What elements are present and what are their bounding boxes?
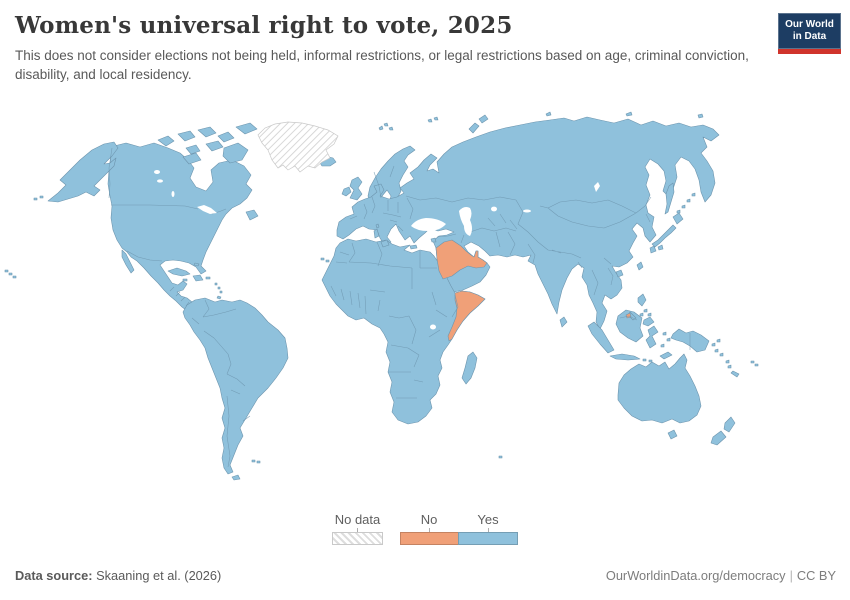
falkland-islands[interactable] (251, 459, 261, 464)
owid-logo-line2: in Data (792, 31, 827, 42)
mediterranean-islands[interactable] (373, 223, 437, 250)
data-source-value: Skaaning et al. (2026) (92, 568, 222, 583)
country-north-central-america[interactable] (107, 142, 253, 311)
country-japan[interactable] (649, 212, 684, 254)
country-new-zealand[interactable] (710, 416, 736, 446)
caspian-sea (459, 207, 472, 236)
tasmania[interactable] (667, 429, 678, 440)
country-united-kingdom[interactable] (349, 176, 363, 201)
chart-header: Women's universal right to vote, 2025 Th… (15, 12, 765, 85)
kuril-islands[interactable] (676, 192, 696, 214)
country-taiwan[interactable] (636, 261, 644, 271)
footer-separator: | (789, 568, 793, 583)
hainan[interactable] (615, 269, 624, 278)
borders-europe (349, 165, 414, 232)
country-indonesia-sulawesi[interactable] (645, 325, 659, 349)
borders-americas (108, 147, 251, 468)
hawaii-islands[interactable] (4, 195, 44, 279)
lake-winnipeg (171, 191, 175, 197)
sakhalin[interactable] (664, 182, 675, 215)
legend-tick (487, 528, 489, 532)
legend-tick (357, 528, 358, 532)
footer-links: OurWorldinData.org/democracy | CC BY (606, 568, 836, 583)
moluccas-timor[interactable] (659, 331, 673, 360)
borders-africa (330, 241, 459, 399)
country-alaska-usa[interactable] (47, 141, 119, 203)
legend-bar: No Yes (400, 512, 518, 545)
country-indonesia-sumatra[interactable] (587, 321, 615, 354)
borders-asia (405, 195, 691, 350)
country-greenland[interactable] (257, 121, 339, 173)
country-sri-lanka[interactable] (559, 316, 568, 328)
country-saudi-arabia-qatar-uae[interactable] (435, 239, 488, 280)
legend-no-label: No (420, 512, 438, 527)
data-source: Data source: Skaaning et al. (2026) (15, 568, 221, 583)
map-legend: No data No Yes (332, 512, 518, 545)
data-source-label: Data source: (15, 568, 93, 583)
owid-logo[interactable]: Our World in Data (778, 13, 841, 54)
lake-victoria (430, 324, 436, 330)
country-indonesia-java[interactable] (609, 353, 653, 363)
owid-logo-line1: Our World (785, 19, 834, 31)
legend-no-data-label: No data (334, 512, 381, 527)
license-link[interactable]: CC BY (796, 568, 836, 583)
legend-no-swatch[interactable] (400, 532, 458, 545)
black-sea (411, 218, 446, 231)
baja-peninsula[interactable] (121, 249, 135, 274)
great-slave-lake (157, 179, 163, 183)
pacific-islands[interactable] (498, 338, 759, 459)
legend-tick (428, 528, 430, 532)
country-madagascar[interactable] (461, 351, 478, 385)
country-australia[interactable] (617, 353, 702, 424)
lake-balkhash (523, 209, 531, 213)
country-south-america[interactable] (182, 297, 289, 475)
owid-url-link[interactable]: OurWorldinData.org/democracy (605, 568, 786, 583)
caribbean-islands[interactable] (167, 262, 223, 300)
russian-arctic-islands[interactable] (468, 111, 704, 134)
newfoundland[interactable] (245, 209, 259, 221)
legend-no-data: No data (332, 512, 383, 545)
country-africa[interactable] (321, 238, 486, 425)
country-ireland[interactable] (341, 186, 352, 197)
chart-subtitle: This does not consider elections not bei… (15, 48, 749, 82)
svalbard-islands[interactable] (378, 116, 439, 131)
legend-yes-swatch[interactable] (458, 532, 518, 545)
legend-yes-label: Yes (477, 512, 499, 527)
great-bear-lake (154, 170, 160, 174)
legend-no-data-swatch[interactable] (332, 532, 383, 545)
country-philippines[interactable] (627, 293, 655, 327)
great-lakes (197, 205, 217, 214)
legend-item-no: No (400, 512, 458, 545)
tierra-del-fuego[interactable] (231, 474, 241, 481)
lake-baikal (594, 182, 600, 192)
aral-sea (491, 206, 497, 212)
legend-item-yes: Yes (458, 512, 518, 545)
chart-footer: Data source: Skaaning et al. (2026) OurW… (15, 568, 836, 583)
canadian-arctic-islands[interactable] (157, 122, 258, 165)
chart-title: Women's universal right to vote, 2025 (15, 12, 513, 39)
canary-islands[interactable] (320, 257, 330, 263)
